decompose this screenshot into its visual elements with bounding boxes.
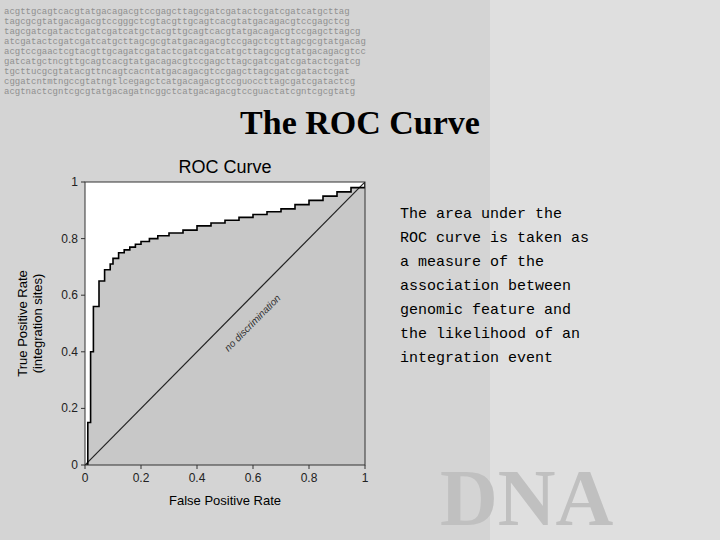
plot-marks [85, 182, 365, 465]
watermark: DNA [440, 454, 614, 540]
background-text: atcgatactcgatcgatcatgcttagcgcgtatgacagac… [4, 37, 366, 47]
plot-frame [85, 182, 365, 465]
roc-area [85, 182, 365, 465]
background-text: acgtccgaactcgtacgttgcagatcgatactcgatcgat… [4, 47, 366, 57]
x-tick-label: 0.6 [245, 471, 262, 485]
title: The ROC Curve [240, 104, 480, 141]
x-tick [85, 465, 86, 469]
annotation: The area under theROC curve is taken asa… [400, 206, 589, 367]
y-tick-label: 0.2 [61, 401, 78, 415]
x-tick-label: 1 [362, 471, 369, 485]
roc-line [85, 182, 365, 465]
x-tick-label: 0.2 [133, 471, 150, 485]
y-tick-label: 0.4 [61, 345, 78, 359]
background-text: tgcttucgcgtatacgttncagtcacntatgacagacgtc… [4, 67, 350, 77]
background-text: gatcatgctncgttgcagtcacgtatgacagacgtccgag… [4, 57, 360, 67]
x-axis-label: False Positive Rate [169, 493, 281, 508]
x-tick [253, 465, 254, 469]
subtitle: ROC Curve [178, 157, 271, 177]
background-text: tagcgcgtatgacagacgtccgggctcgtacgttgcagtc… [4, 17, 350, 27]
background-text: cggatcntmtngccgtatngtlcegagctcatgacagacg… [4, 77, 355, 87]
y-tick-label: 0 [71, 458, 78, 472]
y-axis-label: True Positive Rate(integration sites) [15, 270, 45, 376]
y-tick [81, 351, 85, 352]
background-text: acgtnactcgntcgcgtatgacagatncggctcatgacag… [4, 87, 355, 97]
x-tick [365, 465, 366, 469]
x-tick-label: 0.4 [189, 471, 206, 485]
y-tick-label: 1 [71, 175, 78, 189]
x-tick [197, 465, 198, 469]
y-tick [81, 238, 85, 239]
plot-area [85, 182, 365, 465]
y-tick-label: 0.6 [61, 288, 78, 302]
x-tick-label: 0 [82, 471, 89, 485]
y-tick [81, 182, 85, 183]
y-tick [81, 295, 85, 296]
diagonal-line [85, 182, 365, 465]
chart: acgttgcagtcacgtatgacagacgtccgagcttagcgat… [0, 0, 720, 540]
annotation: no discrimination [222, 292, 283, 353]
background-text: tagcgatcgatactcgatcgatcatgctacgttgcagtca… [4, 27, 360, 37]
y-tick [81, 465, 85, 466]
x-tick [309, 465, 310, 469]
background-text: acgttgcagtcacgtatgacagacgtccgagcttagcgat… [4, 7, 350, 17]
x-tick [141, 465, 142, 469]
y-tick-label: 0.8 [61, 232, 78, 246]
y-tick [81, 408, 85, 409]
x-tick-label: 0.8 [301, 471, 318, 485]
